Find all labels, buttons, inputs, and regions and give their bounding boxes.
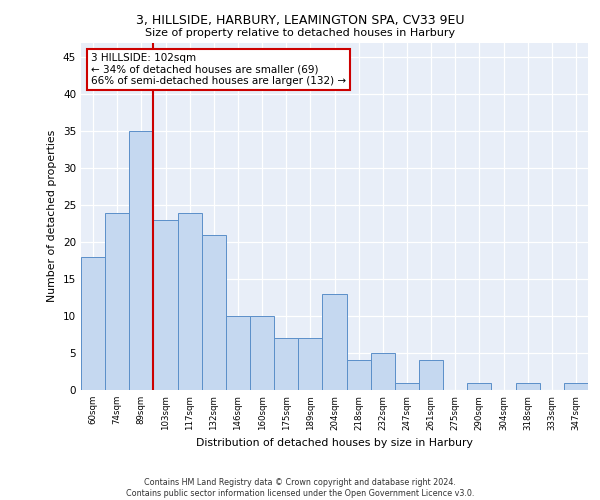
Bar: [129, 131, 154, 390]
Bar: [105, 212, 129, 390]
Bar: [419, 360, 443, 390]
Bar: [178, 212, 202, 390]
Bar: [347, 360, 371, 390]
Bar: [250, 316, 274, 390]
Bar: [371, 353, 395, 390]
Bar: [298, 338, 322, 390]
Text: Contains HM Land Registry data © Crown copyright and database right 2024.
Contai: Contains HM Land Registry data © Crown c…: [126, 478, 474, 498]
Bar: [515, 382, 540, 390]
Text: Size of property relative to detached houses in Harbury: Size of property relative to detached ho…: [145, 28, 455, 38]
Bar: [564, 382, 588, 390]
Text: 3 HILLSIDE: 102sqm
← 34% of detached houses are smaller (69)
66% of semi-detache: 3 HILLSIDE: 102sqm ← 34% of detached hou…: [91, 53, 346, 86]
Y-axis label: Number of detached properties: Number of detached properties: [47, 130, 58, 302]
Bar: [322, 294, 347, 390]
Bar: [226, 316, 250, 390]
Bar: [274, 338, 298, 390]
Bar: [154, 220, 178, 390]
X-axis label: Distribution of detached houses by size in Harbury: Distribution of detached houses by size …: [196, 438, 473, 448]
Bar: [467, 382, 491, 390]
Bar: [202, 234, 226, 390]
Bar: [81, 257, 105, 390]
Text: 3, HILLSIDE, HARBURY, LEAMINGTON SPA, CV33 9EU: 3, HILLSIDE, HARBURY, LEAMINGTON SPA, CV…: [136, 14, 464, 27]
Bar: [395, 382, 419, 390]
